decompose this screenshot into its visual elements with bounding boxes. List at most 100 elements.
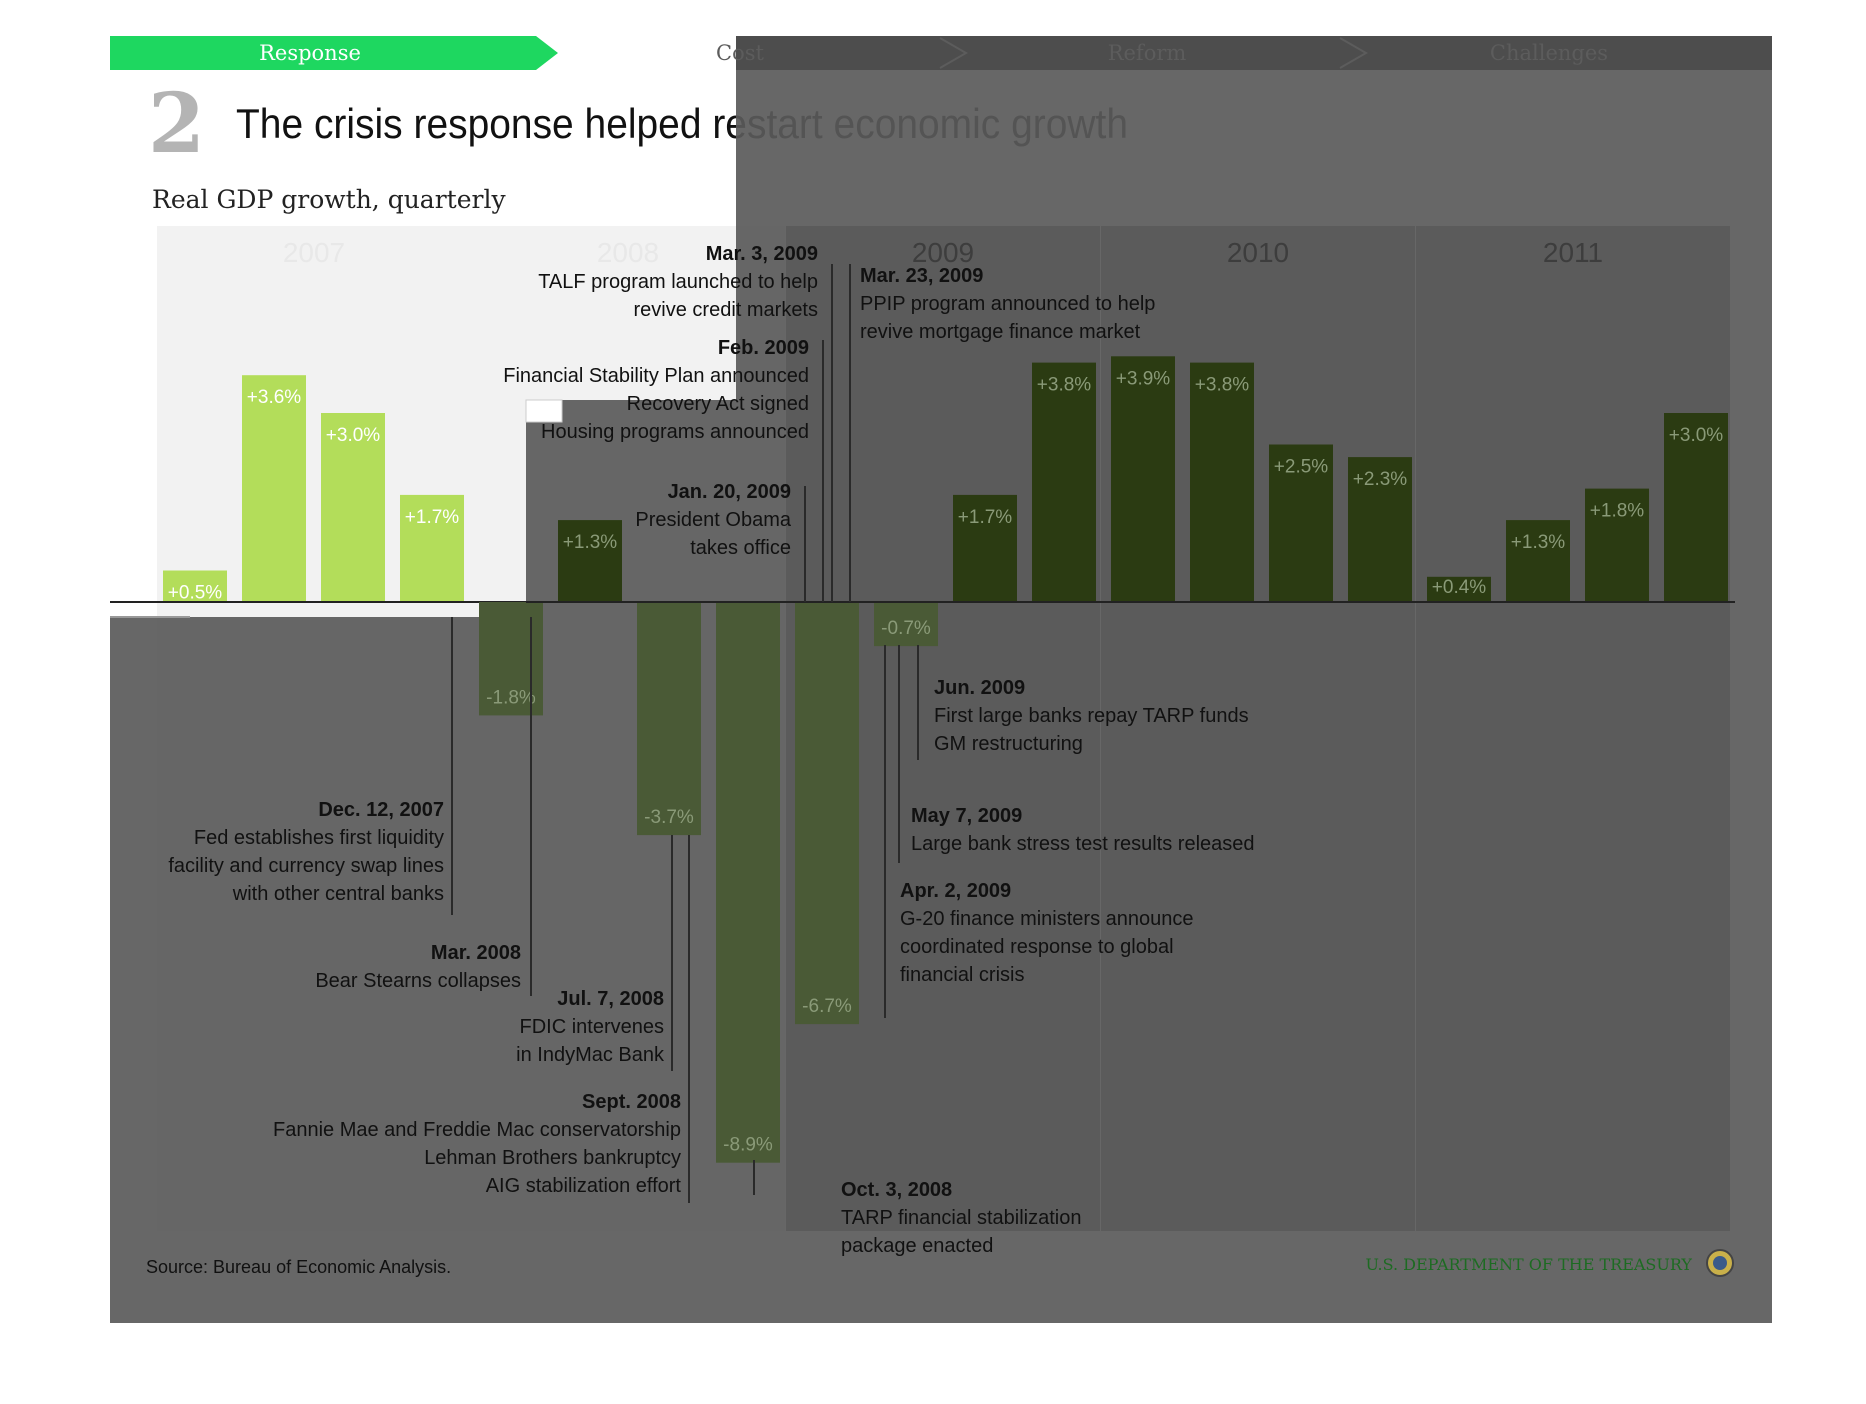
annotation-11-line-1: package enacted (841, 1235, 993, 1257)
nav-tab-response-label[interactable]: Response (259, 41, 361, 65)
bar-label-5: +1.3% (563, 532, 618, 553)
bar-2011-q1 (1427, 576, 1491, 602)
bar-2011-q4 (1664, 413, 1728, 602)
bar-label-1: +3.6% (247, 387, 302, 408)
annotation-7-line-0: Fed establishes first liquidity (194, 827, 444, 849)
annotation-8-date: Mar. 2008 (431, 942, 521, 964)
bars: +0.5% +3.6% +3.0% +1.7% (163, 375, 464, 604)
bar-2008-q2 (558, 520, 622, 602)
bar-2010-q3 (1269, 444, 1333, 602)
bar-label-0: +0.5% (168, 583, 223, 604)
bar-2010-q2 (1190, 362, 1254, 602)
nav-chevron-2 (1339, 37, 1369, 69)
annotation-6-line-2: financial crisis (900, 964, 1024, 986)
annotation-1-date: Mar. 23, 2009 (860, 265, 983, 287)
nav-tab-cost-label[interactable]: Cost (716, 41, 764, 65)
chart-subtitle: Real GDP growth, quarterly (152, 185, 506, 214)
annotation-3-line-0: President Obama (635, 509, 792, 531)
bars-overlay-layer: 2009 2010 2011 -1.8% +1.3% -3.7% -8.9% -6.7% -0.… (110, 237, 1735, 1163)
annotation-5-line-0: Large bank stress test results released (911, 833, 1255, 855)
bar-label-7: -8.9% (723, 1135, 773, 1156)
annotation-0-line-1: revive credit markets (634, 299, 819, 321)
annotation-4-line-1: GM restructuring (934, 733, 1083, 755)
bar-2009-q2 (874, 602, 938, 647)
treasury-brand: U.S. DEPARTMENT OF THE TREASURY (1366, 1255, 1693, 1274)
annotation-6-date: Apr. 2, 2009 (900, 880, 1011, 902)
bar-2011-q3 (1585, 488, 1649, 602)
annotation-2-date: Feb. 2009 (718, 337, 809, 359)
nav-tab-challenges-label[interactable]: Challenges (1490, 41, 1608, 65)
bar-label-8: -6.7% (802, 996, 852, 1017)
bar-label-17: +1.3% (1511, 532, 1566, 553)
bar-2008-q1 (479, 602, 543, 716)
annotation-4-date: Jun. 2009 (934, 677, 1025, 699)
annotation-8-line-0: Bear Stearns collapses (315, 970, 521, 992)
year-label-2008: 2008 (597, 237, 659, 268)
annotation-0-date: Mar. 3, 2009 (706, 243, 818, 265)
bar-2009-q1 (795, 602, 859, 1025)
annotation-9-line-1: in IndyMac Bank (516, 1044, 665, 1066)
year-label-2009: 2009 (912, 237, 974, 268)
bar-label-19: +3.0% (1669, 425, 1724, 446)
bar-label-3: +1.7% (405, 507, 460, 528)
annotation-1-line-1: revive mortgage finance market (860, 321, 1141, 343)
bar-2007-q1 (163, 570, 227, 602)
bar-2009-q4 (1032, 362, 1096, 602)
source-note: Source: Bureau of Economic Analysis. (146, 1257, 451, 1277)
bar-label-9: -0.7% (881, 618, 931, 639)
bar-2008-q3 (637, 602, 701, 836)
bar-label-10: +1.7% (958, 507, 1013, 528)
annotation-11-line-0: TARP financial stabilization (841, 1207, 1082, 1229)
annotation-6-line-0: G-20 finance ministers announce (900, 908, 1194, 930)
bar-label-18: +1.8% (1590, 501, 1645, 522)
bar-label-4: -1.8% (486, 687, 536, 708)
annotation-7-date: Dec. 12, 2007 (318, 799, 444, 821)
annotation-10-date: Sept. 2008 (582, 1091, 681, 1113)
annotations: Mar. 3, 2009 TALF program launched to hel… (168, 243, 1254, 1257)
annotation-6-line-1: coordinated response to global (900, 936, 1174, 958)
bar-2010-q4 (1348, 457, 1412, 602)
bar-2009-q3 (953, 494, 1017, 602)
annotation-11-date: Oct. 3, 2008 (841, 1179, 952, 1201)
slide-number: 2 (148, 76, 205, 172)
overlay-corner-mark (525, 399, 563, 423)
annotation-7-line-2: with other central banks (232, 883, 444, 905)
annotation-0-line-0: TALF program launched to help (538, 271, 818, 293)
treasury-seal-inner-icon (1713, 1256, 1727, 1270)
annotation-3-line-1: takes office (690, 537, 791, 559)
annotation-10-line-2: AIG stabilization effort (486, 1175, 682, 1197)
year-label-2010: 2010 (1227, 237, 1289, 268)
annotation-1-line-0: PPIP program announced to help (860, 293, 1155, 315)
bar-2007-q2 (242, 375, 306, 602)
bar-label-14: +2.5% (1274, 457, 1329, 478)
annotation-10-line-1: Lehman Brothers bankruptcy (424, 1147, 681, 1169)
nav-bar-inactive (736, 36, 1772, 70)
annotation-7-line-1: facility and currency swap lines (168, 855, 444, 877)
year-label-2011: 2011 (1543, 237, 1603, 268)
annotation-9-date: Jul. 7, 2008 (557, 988, 664, 1010)
annotation-2-line-2: Housing programs announced (541, 421, 809, 443)
bar-2011-q2 (1506, 520, 1570, 602)
bar-2008-q4 (716, 602, 780, 1163)
bar-2010-q1 (1111, 356, 1175, 602)
bar-2007-q3 (321, 413, 385, 602)
annotation-2-line-0: Financial Stability Plan announced (503, 365, 809, 387)
gray-overlay (110, 70, 1772, 1323)
nav-chevron-1 (939, 37, 969, 69)
bar-label-2: +3.0% (326, 425, 381, 446)
year-label-2007: 2007 (283, 237, 345, 268)
bar-2007-q4 (400, 494, 464, 602)
bar-label-16: +0.4% (1432, 577, 1487, 598)
nav-tab-reform-label[interactable]: Reform (1108, 41, 1187, 65)
annotation-3-date: Jan. 20, 2009 (668, 481, 791, 503)
bar-label-6: -3.7% (644, 807, 694, 828)
annotation-2-line-1: Recovery Act signed (627, 393, 809, 415)
bar-label-12: +3.9% (1116, 368, 1171, 389)
annotation-10-line-0: Fannie Mae and Freddie Mac conservatorsh… (273, 1119, 681, 1141)
nav-tab-response[interactable] (110, 36, 558, 70)
bar-label-11: +3.8% (1037, 375, 1092, 396)
annotation-4-line-0: First large banks repay TARP funds (934, 705, 1249, 727)
annotation-9-line-0: FDIC intervenes (520, 1016, 665, 1038)
bar-label-15: +2.3% (1353, 469, 1408, 490)
